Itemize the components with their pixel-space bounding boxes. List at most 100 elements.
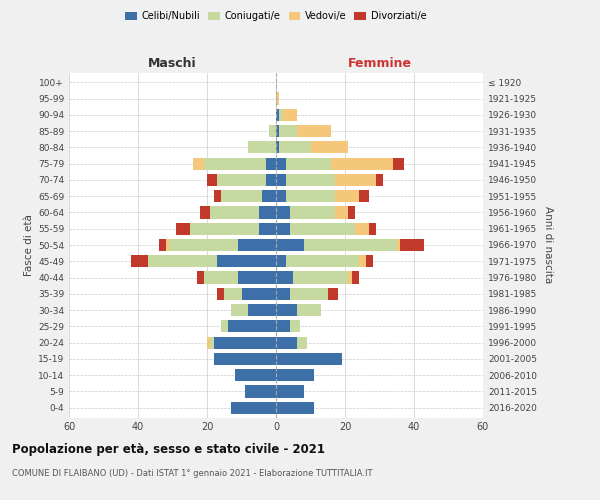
Bar <box>276 336 296 348</box>
Bar <box>359 255 365 268</box>
Bar <box>280 108 283 121</box>
Bar <box>286 255 359 268</box>
Bar <box>335 190 359 202</box>
Text: COMUNE DI FLAIBANO (UD) - Dati ISTAT 1° gennaio 2021 - Elaborazione TUTTITALIA.I: COMUNE DI FLAIBANO (UD) - Dati ISTAT 1° … <box>12 468 373 477</box>
Bar <box>290 288 328 300</box>
Bar <box>197 272 203 283</box>
Bar <box>304 239 397 251</box>
Bar <box>286 158 331 170</box>
Bar <box>276 158 286 170</box>
Bar <box>359 190 369 202</box>
Bar <box>286 174 335 186</box>
Bar <box>376 174 383 186</box>
Bar <box>276 190 286 202</box>
Bar <box>394 158 404 170</box>
Bar <box>296 125 331 137</box>
Bar <box>259 206 276 218</box>
Bar <box>369 222 376 235</box>
Bar <box>328 288 338 300</box>
Bar <box>290 320 300 332</box>
Bar <box>276 108 280 121</box>
Bar <box>276 304 296 316</box>
Bar <box>296 304 321 316</box>
Bar <box>400 239 424 251</box>
Bar <box>238 272 276 283</box>
Bar <box>276 92 280 104</box>
Bar <box>211 336 214 348</box>
Bar <box>235 369 276 382</box>
Bar <box>245 386 276 398</box>
Bar <box>276 402 314 414</box>
Bar <box>276 142 280 154</box>
Bar <box>331 158 394 170</box>
Bar <box>217 174 266 186</box>
Bar <box>276 206 290 218</box>
Bar <box>280 125 296 137</box>
Bar <box>214 190 221 202</box>
Bar <box>207 336 211 348</box>
Legend: Celibi/Nubili, Coniugati/e, Vedovi/e, Divorziati/e: Celibi/Nubili, Coniugati/e, Vedovi/e, Di… <box>122 8 430 25</box>
Bar <box>283 108 296 121</box>
Bar <box>266 174 276 186</box>
Bar <box>228 320 276 332</box>
Bar <box>190 222 259 235</box>
Bar <box>276 255 286 268</box>
Bar <box>335 206 349 218</box>
Y-axis label: Fasce di età: Fasce di età <box>24 214 34 276</box>
Bar <box>221 320 228 332</box>
Bar <box>231 402 276 414</box>
Bar <box>352 272 359 283</box>
Bar <box>276 320 290 332</box>
Bar <box>207 174 217 186</box>
Bar <box>262 190 276 202</box>
Bar <box>248 142 276 154</box>
Bar <box>276 239 304 251</box>
Bar <box>166 239 169 251</box>
Bar <box>349 272 352 283</box>
Text: Femmine: Femmine <box>347 57 412 70</box>
Bar <box>131 255 148 268</box>
Bar <box>276 288 290 300</box>
Bar <box>349 206 355 218</box>
Bar <box>224 288 241 300</box>
Bar <box>193 158 203 170</box>
Bar <box>276 386 304 398</box>
Bar <box>217 255 276 268</box>
Bar <box>366 255 373 268</box>
Bar <box>248 304 276 316</box>
Bar <box>276 174 286 186</box>
Bar <box>217 288 224 300</box>
Bar <box>296 336 307 348</box>
Bar <box>269 125 276 137</box>
Bar <box>266 158 276 170</box>
Bar <box>221 190 262 202</box>
Bar <box>335 174 376 186</box>
Bar <box>276 125 280 137</box>
Bar <box>159 239 166 251</box>
Bar <box>211 206 259 218</box>
Bar <box>214 353 276 365</box>
Y-axis label: Anni di nascita: Anni di nascita <box>542 206 553 284</box>
Bar <box>397 239 400 251</box>
Bar <box>276 353 341 365</box>
Bar <box>203 158 266 170</box>
Bar <box>148 255 217 268</box>
Bar <box>276 369 314 382</box>
Bar <box>286 190 335 202</box>
Bar <box>311 142 349 154</box>
Bar <box>214 336 276 348</box>
Bar <box>280 142 311 154</box>
Bar <box>241 288 276 300</box>
Bar <box>290 206 335 218</box>
Text: Maschi: Maschi <box>148 57 197 70</box>
Bar <box>293 272 349 283</box>
Bar <box>238 239 276 251</box>
Bar <box>290 222 355 235</box>
Bar <box>200 206 211 218</box>
Bar <box>259 222 276 235</box>
Bar <box>355 222 369 235</box>
Bar <box>231 304 248 316</box>
Bar <box>176 222 190 235</box>
Text: Popolazione per età, sesso e stato civile - 2021: Popolazione per età, sesso e stato civil… <box>12 442 325 456</box>
Bar <box>276 272 293 283</box>
